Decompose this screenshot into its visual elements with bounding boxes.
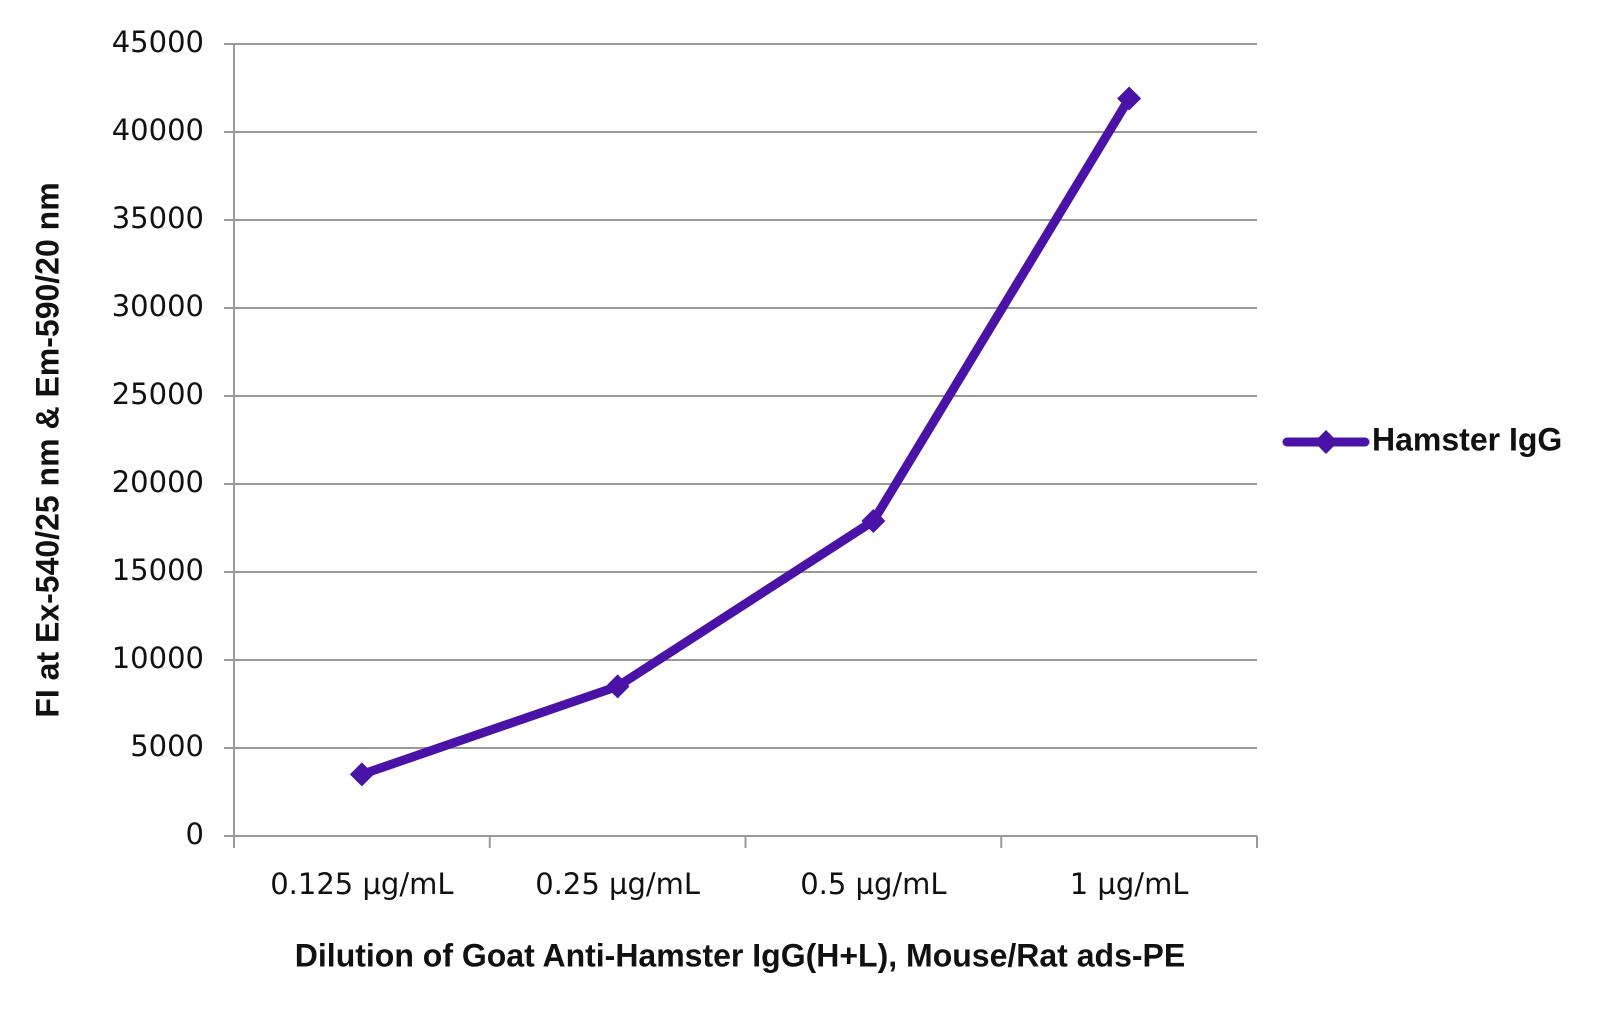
y-axis-title: FI at Ex-540/25 nm & Em-590/20 nm [29,182,65,717]
line [360,96,1133,779]
y-tick-label: 10000 [112,641,204,675]
y-tick-label: 25000 [112,377,204,411]
y-tick-label: 35000 [112,201,204,235]
y-tick-label: 40000 [112,113,204,147]
x-tick-label: 1 µg/mL [1070,867,1189,901]
y-tick-label: 5000 [130,729,204,763]
legend-marker [1314,430,1338,454]
y-tick-label: 15000 [112,553,204,587]
x-tick-label: 0.125 µg/mL [270,867,453,901]
x-axis-title: Dilution of Goat Anti-Hamster IgG(H+L), … [295,937,1185,973]
y-tick-label: 20000 [112,465,204,499]
x-tick-label: 0.25 µg/mL [535,867,700,901]
marker [861,508,886,533]
y-tick-label: 45000 [112,25,204,59]
marker [605,674,630,699]
y-tick-label: 30000 [112,289,204,323]
legend-label: Hamster IgG [1372,421,1562,457]
x-tick-label: 0.5 µg/mL [800,867,946,901]
marker [1117,86,1142,111]
y-tick-label: 0 [186,817,204,851]
marker [349,762,374,787]
